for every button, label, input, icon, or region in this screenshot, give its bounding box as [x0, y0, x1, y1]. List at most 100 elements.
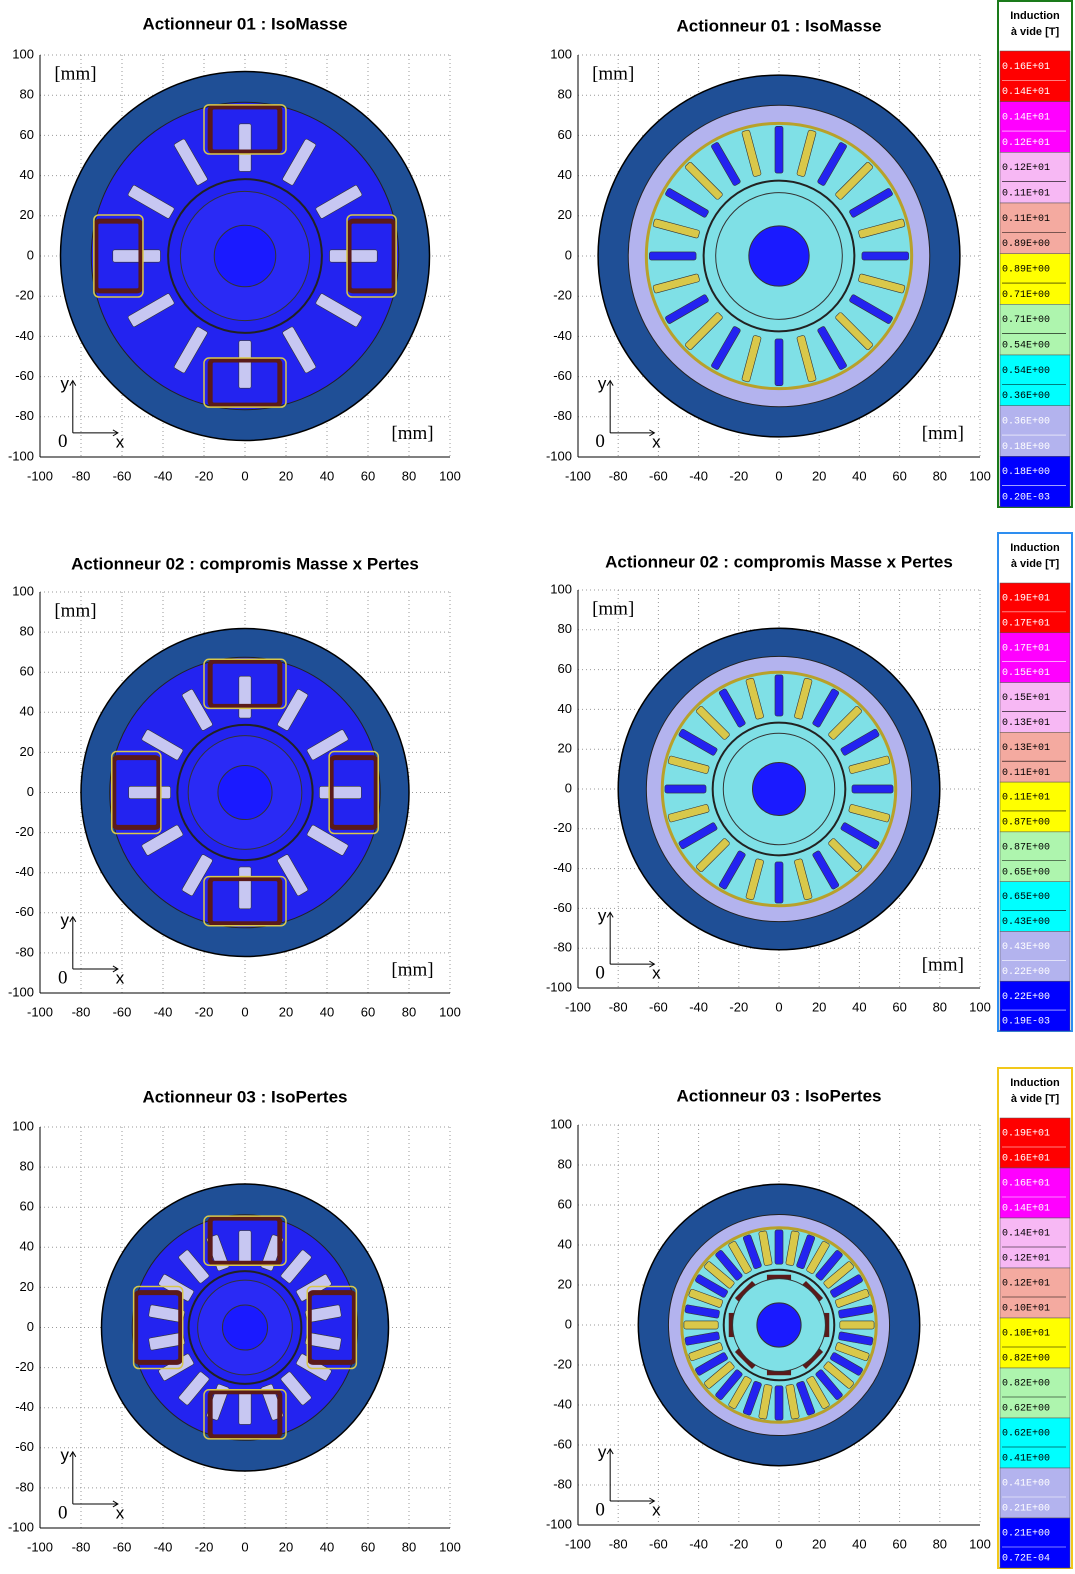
legend-value: 0.41E+00 — [1002, 1479, 1050, 1490]
slot — [684, 1304, 720, 1319]
x-tick-label: 60 — [892, 999, 906, 1014]
y-tick-label: 100 — [12, 1118, 34, 1133]
x-tick-label: 40 — [852, 1536, 866, 1551]
x-tick-label: -80 — [72, 468, 91, 483]
motor-section — [637, 1183, 921, 1467]
legend-value: 0.17E+01 — [1002, 618, 1050, 629]
y-tick-label: -60 — [553, 900, 572, 915]
x-tick-label: -40 — [689, 1536, 708, 1551]
airgap — [711, 721, 847, 857]
slot — [696, 706, 730, 740]
x-tick-label: -60 — [113, 1539, 132, 1554]
y-tick-label: -20 — [553, 288, 572, 303]
y-tick-label: 40 — [20, 704, 34, 719]
coil — [306, 1290, 357, 1365]
legend-value: 0.71E+00 — [1002, 315, 1050, 326]
slot — [828, 838, 862, 872]
slot — [238, 1389, 252, 1425]
origin-label: 0 — [58, 967, 68, 988]
legend-value: 0.14E+01 — [1002, 1204, 1050, 1215]
x-tick-label: 20 — [279, 1004, 293, 1019]
legend-swatch — [999, 1217, 1071, 1269]
y-tick-label: 60 — [20, 127, 34, 142]
slot — [688, 1288, 723, 1308]
x-tick-label: 40 — [320, 1004, 334, 1019]
y-tick-label: -80 — [15, 408, 34, 423]
legend-swatch — [999, 682, 1071, 733]
slot — [796, 1234, 816, 1269]
slot — [277, 854, 309, 896]
slot — [858, 218, 906, 239]
slot — [823, 1361, 854, 1389]
legend-value: 0.19E+01 — [1002, 1129, 1050, 1140]
y-tick-label: 0 — [565, 247, 572, 262]
y-tick-label: -100 — [546, 1516, 572, 1531]
legend-swatch — [999, 732, 1071, 783]
slot — [840, 728, 880, 756]
slot — [683, 1320, 719, 1330]
axis-label: x — [116, 968, 125, 987]
y-tick-label: 40 — [558, 701, 572, 716]
y-tick-label: -20 — [15, 824, 34, 839]
coil-field — [111, 750, 162, 835]
coil — [207, 104, 283, 155]
y-tick-label: -100 — [546, 448, 572, 463]
axis-label: x — [116, 1503, 125, 1522]
slot — [848, 755, 891, 774]
panel: Actionneur 02 : compromis Masse x Pertes… — [546, 552, 991, 1014]
y-tick-label: 80 — [558, 1156, 572, 1171]
legend-value: 0.13E+01 — [1002, 743, 1050, 754]
slot — [652, 273, 700, 294]
slot — [830, 1352, 863, 1376]
coil — [133, 1290, 184, 1365]
slot — [838, 1304, 874, 1319]
y-tick-label: -60 — [15, 1439, 34, 1454]
x-tick-label: -100 — [565, 1536, 591, 1551]
slot — [785, 1230, 800, 1266]
legend-value: 0.19E+01 — [1002, 594, 1050, 605]
airgap — [702, 179, 856, 333]
x-tick-label: -80 — [72, 1004, 91, 1019]
arrow-head — [112, 965, 119, 973]
x-tick-label: 20 — [812, 468, 826, 483]
slot — [280, 1249, 312, 1284]
x-tick-label: 20 — [279, 468, 293, 483]
legend-value: 0.14E+01 — [1002, 113, 1050, 124]
x-tick-label: -20 — [729, 468, 748, 483]
axis-label: y — [61, 374, 70, 393]
x-tick-label: 80 — [933, 999, 947, 1014]
legend: Induction à vide [T] 0.19E+01 0.16E+01 0.16E… — [997, 1067, 1073, 1569]
x-tick-label: 60 — [892, 468, 906, 483]
x-tick-label: -20 — [729, 999, 748, 1014]
x-tick-label: 100 — [439, 1004, 461, 1019]
legend-value: 0.18E+00 — [1002, 467, 1050, 478]
y-tick-label: 40 — [558, 1236, 572, 1251]
slot — [758, 1230, 773, 1266]
y-tick-label: -100 — [8, 1519, 34, 1534]
slot — [758, 1384, 773, 1420]
legend-swatch — [999, 1117, 1071, 1169]
y-tick-label: 0 — [27, 784, 34, 799]
y-tick-label: 80 — [20, 87, 34, 102]
coil — [346, 218, 397, 294]
legend-swatch — [999, 405, 1071, 457]
legend-value: 0.19E-03 — [1002, 1017, 1050, 1028]
airgap — [167, 178, 323, 334]
x-tick-label: -20 — [195, 1539, 214, 1554]
axis-label: y — [598, 1442, 607, 1461]
slot — [280, 1371, 312, 1406]
legend: Induction à vide [T] 0.19E+01 0.17E+01 0.17E… — [997, 532, 1073, 1032]
legend-swatch — [999, 304, 1071, 356]
arrow-head — [649, 1497, 656, 1505]
y-tick-label: 80 — [20, 1159, 34, 1174]
slot — [823, 1261, 854, 1289]
legend-swatch — [999, 831, 1071, 882]
legend-value: 0.12E+01 — [1002, 1279, 1050, 1290]
legend-value: 0.14E+01 — [1002, 1229, 1050, 1240]
slot — [127, 184, 175, 219]
x-tick-label: 40 — [852, 468, 866, 483]
legend-value: 0.15E+01 — [1002, 668, 1050, 679]
slot — [315, 293, 363, 328]
coil — [328, 755, 379, 830]
